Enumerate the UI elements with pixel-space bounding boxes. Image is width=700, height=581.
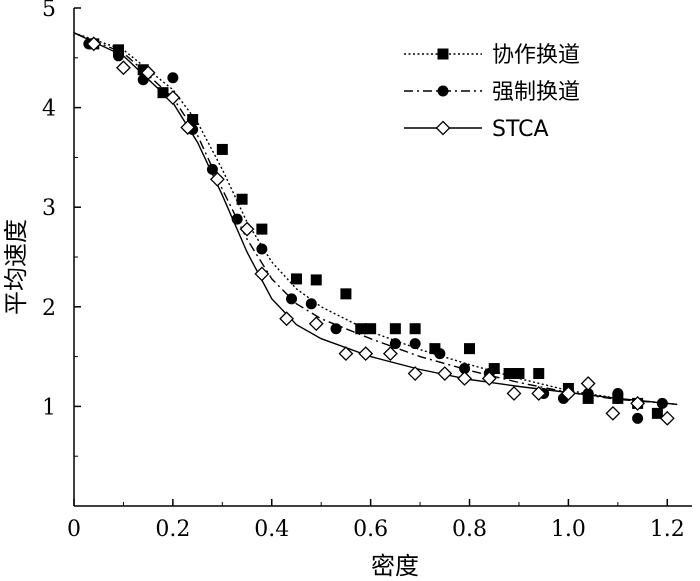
x-tick-label: 0	[67, 517, 81, 542]
data-point	[358, 346, 374, 362]
data-point	[360, 323, 372, 335]
y-axis-label: 平均速度	[2, 219, 30, 315]
x-tick-label: 0.6	[353, 517, 388, 542]
data-point	[481, 371, 497, 386]
legend-marker	[437, 48, 449, 60]
data-point	[407, 366, 423, 381]
data-point	[488, 363, 500, 375]
x-tick-label: 0.8	[452, 517, 487, 542]
y-tick-label: 3	[42, 196, 56, 221]
data-point	[140, 65, 156, 81]
legend-label: STCA	[492, 117, 549, 142]
data-point	[513, 368, 525, 380]
x-tick-label: 0.4	[254, 517, 289, 542]
legend-marker	[435, 120, 451, 136]
data-point	[503, 368, 515, 380]
data-point	[632, 412, 644, 424]
y-tick-label: 2	[42, 296, 56, 321]
data-point	[409, 323, 421, 335]
data-point	[165, 90, 181, 106]
data-point	[560, 386, 576, 401]
data-point	[434, 348, 446, 360]
data-point	[630, 395, 646, 411]
data-point	[187, 114, 199, 126]
data-point	[582, 387, 594, 399]
legend-label: 协作换道	[492, 43, 580, 68]
data-point	[310, 274, 322, 286]
data-point	[464, 343, 476, 355]
data-point	[612, 387, 624, 399]
data-point	[180, 120, 196, 135]
data-point	[290, 273, 302, 285]
data-point	[409, 338, 421, 350]
x-tick-label: 1.0	[551, 517, 586, 542]
data-point	[533, 368, 545, 380]
data-point	[338, 346, 354, 362]
data-point	[239, 221, 255, 237]
data-point	[116, 60, 131, 76]
data-point	[340, 288, 352, 300]
legend-label: 强制换道	[492, 80, 580, 105]
x-tick-label: 0.2	[155, 517, 190, 542]
x-axis-label: 密度	[371, 552, 419, 580]
data-point	[389, 338, 401, 350]
x-tick-label: 1.2	[650, 517, 685, 542]
data-point	[216, 143, 228, 155]
data-point	[459, 363, 471, 375]
data-point	[167, 72, 179, 84]
data-point	[206, 163, 218, 175]
data-point	[506, 386, 522, 401]
data-point	[382, 346, 398, 362]
data-point	[580, 376, 596, 391]
data-point	[437, 366, 453, 381]
data-point	[236, 193, 248, 205]
plot-area: 0 0.2 0.4 0.6 0.8 1.0 1.2 1 2 3 4 5	[42, 0, 692, 542]
y-tick-label: 5	[42, 0, 56, 22]
data-point	[389, 323, 401, 335]
data-point	[659, 410, 675, 426]
data-point	[279, 311, 295, 327]
data-point	[254, 266, 270, 282]
data-point	[86, 36, 102, 52]
data-point	[112, 44, 124, 56]
data-point	[308, 316, 324, 332]
series-3	[73, 32, 678, 426]
y-tick-label: 1	[42, 395, 56, 420]
data-point	[209, 171, 225, 187]
data-point	[330, 323, 342, 335]
data-point	[531, 386, 547, 401]
data-point	[112, 50, 124, 62]
data-point	[651, 407, 663, 419]
data-point	[305, 298, 317, 310]
data-point	[605, 405, 621, 421]
data-point	[256, 243, 268, 255]
y-tick-label: 4	[42, 97, 56, 122]
data-point	[429, 343, 441, 355]
legend-marker	[437, 85, 449, 97]
data-point	[457, 371, 472, 386]
data-point	[256, 223, 268, 235]
data-point	[286, 293, 298, 305]
data-point	[137, 64, 149, 76]
